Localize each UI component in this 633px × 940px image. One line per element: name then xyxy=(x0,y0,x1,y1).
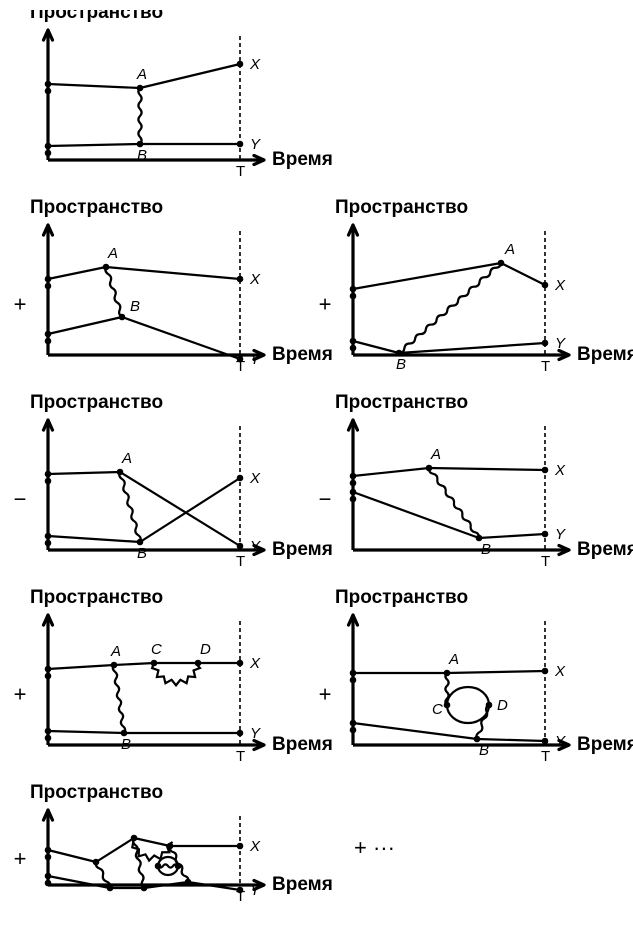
panel-p6: + Пространство T A B C D X Y Время xyxy=(14,587,333,765)
t-label: T xyxy=(236,748,245,765)
node-label-X: X xyxy=(554,663,566,680)
node-label-A: A xyxy=(107,245,118,262)
node-label-Y: Y xyxy=(555,733,566,750)
node-label-Y: Y xyxy=(250,725,261,742)
node-label-Y: Y xyxy=(250,351,261,368)
panel-p4: − Пространство T A B X Y Время xyxy=(14,392,333,570)
operator: + xyxy=(319,291,332,316)
axis-label-space: Пространство xyxy=(30,587,163,608)
node-label-Y: Y xyxy=(555,335,566,352)
panel-p1: Пространство T A B X Y Время xyxy=(30,10,333,180)
node-label-X: X xyxy=(554,462,566,479)
node-label-Y: Y xyxy=(250,538,261,555)
ellipsis: + ··· xyxy=(354,835,395,860)
axis-label-space: Пространство xyxy=(30,197,163,218)
axis-label-time: Время xyxy=(577,344,633,365)
axis-label-time: Время xyxy=(272,149,333,170)
operator: + xyxy=(14,846,27,871)
axis-label-time: Время xyxy=(272,874,333,895)
panel-p2: +ПространствоTABXYВремя xyxy=(14,197,333,375)
axis-label-space: Пространство xyxy=(335,587,468,608)
node-label-X: X xyxy=(249,470,261,487)
axis-label-space: Пространство xyxy=(30,10,163,23)
t-label: T xyxy=(236,553,245,570)
axis-label-space: Пространство xyxy=(30,392,163,413)
panel-p8: +ПространствоTXYВремя+ ··· xyxy=(14,782,395,905)
axis-label-space: Пространство xyxy=(335,392,468,413)
t-label: T xyxy=(541,553,550,570)
node-label-C: C xyxy=(432,701,443,718)
axis-label-time: Время xyxy=(272,344,333,365)
node-label-X: X xyxy=(249,271,261,288)
t-label: T xyxy=(236,163,245,180)
axis-label-time: Время xyxy=(577,539,633,560)
node-label-B: B xyxy=(137,147,147,164)
axis-label-time: Время xyxy=(577,734,633,755)
operator: + xyxy=(319,681,332,706)
node-label-X: X xyxy=(249,56,261,73)
panel-p3: + Пространство T A B X Y Время xyxy=(319,197,633,375)
node-label-C: C xyxy=(151,641,162,658)
node-label-D: D xyxy=(497,697,508,714)
node-label-A: A xyxy=(136,66,147,83)
node-label-X: X xyxy=(249,655,261,672)
node-label-Y: Y xyxy=(250,136,261,153)
node-label-X: X xyxy=(249,838,261,855)
node-label-B: B xyxy=(481,541,491,558)
node-label-Y: Y xyxy=(250,882,261,899)
node-label-Y: Y xyxy=(555,526,566,543)
node-label-B: B xyxy=(396,356,406,373)
panel-p7: + Пространство T A B C D X Y Время xyxy=(319,587,633,765)
axis-label-space: Пространство xyxy=(30,782,163,803)
node-label-B: B xyxy=(137,545,147,562)
node-label-B: B xyxy=(121,736,131,753)
panel-p5: − Пространство T A B X Y Время xyxy=(319,392,633,570)
node-label-D: D xyxy=(200,641,211,658)
operator: − xyxy=(319,486,332,511)
t-label: T xyxy=(541,748,550,765)
t-label: T xyxy=(541,358,550,375)
operator: − xyxy=(14,486,27,511)
node-label-A: A xyxy=(121,450,132,467)
operator: + xyxy=(14,291,27,316)
node-label-A: A xyxy=(430,446,441,463)
node-label-A: A xyxy=(504,241,515,258)
axis-label-space: Пространство xyxy=(335,197,468,218)
feynman-diagrams-figure: Пространство T A B X Y Время + Пространство T A B X Y… xyxy=(10,10,633,930)
node-label-A: A xyxy=(110,643,121,660)
node-label-B: B xyxy=(479,742,489,759)
operator: + xyxy=(14,681,27,706)
node-label-B: B xyxy=(130,298,140,315)
axis-label-time: Время xyxy=(272,734,333,755)
node-label-X: X xyxy=(554,277,566,294)
axis-label-time: Время xyxy=(272,539,333,560)
node-label-A: A xyxy=(448,651,459,668)
